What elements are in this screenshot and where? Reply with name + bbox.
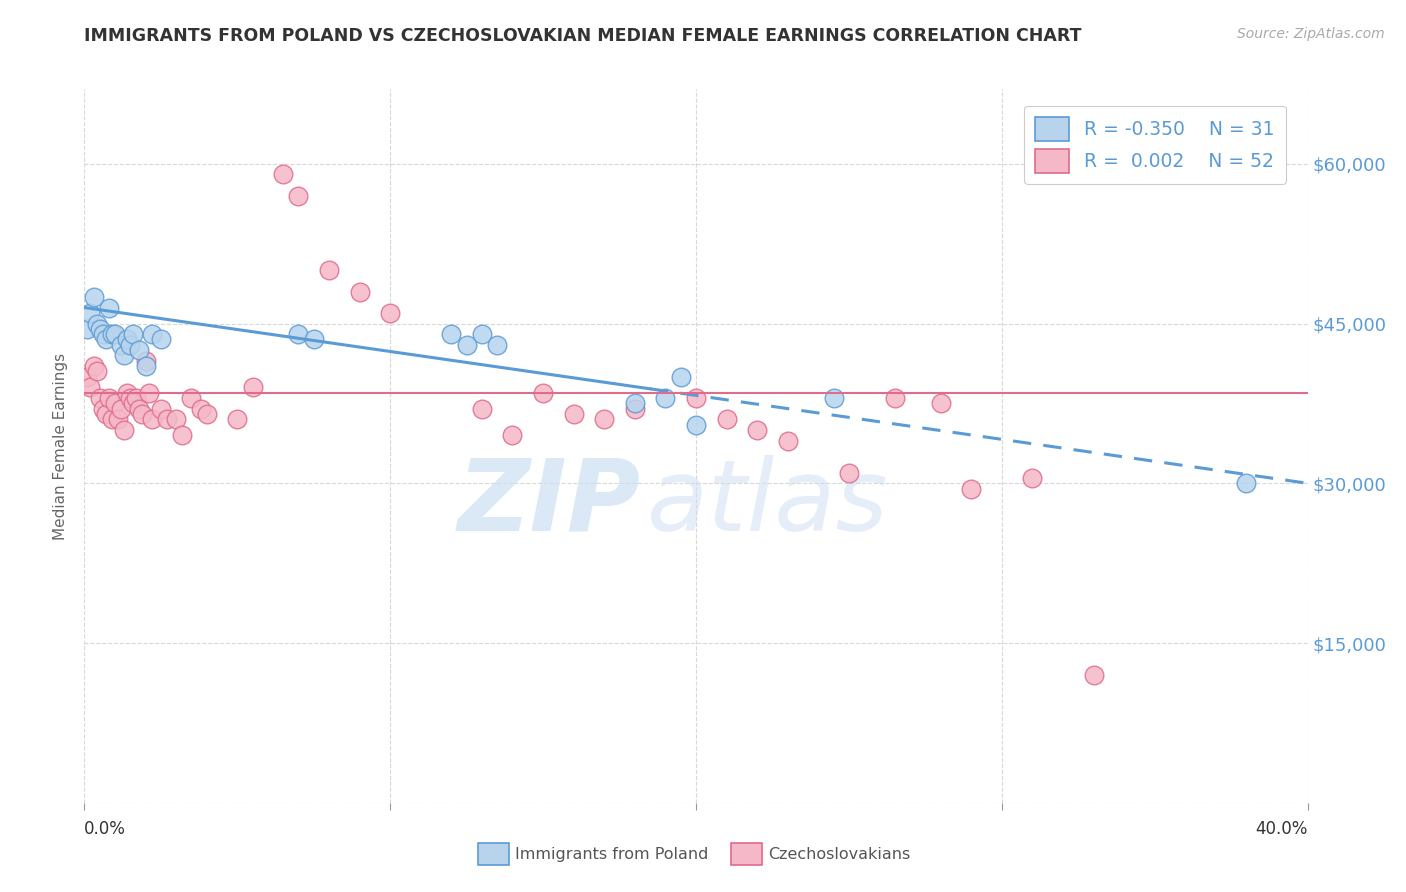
Point: [83, 290, 105, 304]
Point: [89, 322, 111, 336]
Point: [456, 338, 478, 352]
Point: [654, 391, 676, 405]
Point: [138, 385, 160, 400]
Point: [562, 407, 585, 421]
Point: [883, 391, 905, 405]
Point: [165, 412, 187, 426]
Point: [156, 412, 179, 426]
Text: Czechoslovakians: Czechoslovakians: [768, 847, 910, 862]
Point: [76, 322, 98, 336]
Text: 0.0%: 0.0%: [84, 820, 127, 838]
Point: [86, 364, 108, 378]
Point: [531, 385, 554, 400]
Point: [471, 327, 494, 342]
Point: [86, 317, 108, 331]
Point: [97, 301, 120, 315]
Point: [107, 412, 129, 426]
Point: [101, 327, 124, 342]
Point: [115, 333, 138, 347]
Legend: R = -0.350    N = 31, R =  0.002    N = 52: R = -0.350 N = 31, R = 0.002 N = 52: [1024, 106, 1286, 184]
Point: [226, 412, 249, 426]
Point: [110, 401, 132, 416]
Text: ZIP: ZIP: [458, 455, 641, 551]
Text: IMMIGRANTS FROM POLAND VS CZECHOSLOVAKIAN MEDIAN FEMALE EARNINGS CORRELATION CHA: IMMIGRANTS FROM POLAND VS CZECHOSLOVAKIA…: [84, 27, 1081, 45]
Point: [823, 391, 845, 405]
Point: [104, 327, 127, 342]
Point: [180, 391, 202, 405]
Y-axis label: Median Female Earnings: Median Female Earnings: [53, 352, 69, 540]
Point: [349, 285, 371, 299]
Point: [83, 359, 105, 373]
Point: [141, 327, 163, 342]
Point: [94, 407, 117, 421]
Point: [131, 407, 153, 421]
Point: [104, 396, 127, 410]
Point: [318, 263, 340, 277]
Point: [685, 391, 707, 405]
Point: [776, 434, 799, 448]
Point: [929, 396, 952, 410]
Point: [79, 306, 101, 320]
Point: [122, 396, 145, 410]
Text: Source: ZipAtlas.com: Source: ZipAtlas.com: [1237, 27, 1385, 41]
Point: [125, 391, 148, 405]
Point: [115, 385, 138, 400]
Point: [302, 333, 325, 347]
Point: [89, 391, 111, 405]
Point: [112, 349, 135, 363]
Point: [287, 188, 309, 202]
Point: [79, 380, 101, 394]
Text: Immigrants from Poland: Immigrants from Poland: [515, 847, 709, 862]
Point: [97, 391, 120, 405]
Point: [149, 333, 172, 347]
Point: [135, 359, 157, 373]
Point: [76, 369, 98, 384]
Point: [128, 401, 150, 416]
Point: [128, 343, 150, 358]
Point: [669, 369, 692, 384]
Point: [747, 423, 769, 437]
Point: [91, 401, 114, 416]
Point: [838, 466, 860, 480]
Point: [190, 401, 212, 416]
Point: [440, 327, 463, 342]
Point: [101, 412, 124, 426]
Point: [149, 401, 172, 416]
Point: [502, 428, 524, 442]
Point: [242, 380, 264, 394]
Text: 40.0%: 40.0%: [1256, 820, 1308, 838]
Point: [135, 353, 157, 368]
Point: [716, 412, 738, 426]
Point: [91, 327, 114, 342]
Point: [94, 333, 117, 347]
Text: atlas: atlas: [647, 455, 889, 551]
Point: [1083, 668, 1105, 682]
Point: [122, 327, 145, 342]
Point: [624, 396, 647, 410]
Point: [471, 401, 494, 416]
Point: [120, 338, 142, 352]
Point: [1021, 471, 1043, 485]
Point: [271, 168, 294, 182]
Point: [593, 412, 616, 426]
Point: [624, 401, 647, 416]
Point: [120, 391, 142, 405]
Point: [195, 407, 218, 421]
Point: [685, 417, 707, 432]
Point: [112, 423, 135, 437]
Point: [486, 338, 509, 352]
Point: [960, 482, 983, 496]
Point: [172, 428, 194, 442]
Point: [380, 306, 402, 320]
Point: [141, 412, 163, 426]
Point: [1236, 476, 1258, 491]
Point: [287, 327, 309, 342]
Point: [110, 338, 132, 352]
